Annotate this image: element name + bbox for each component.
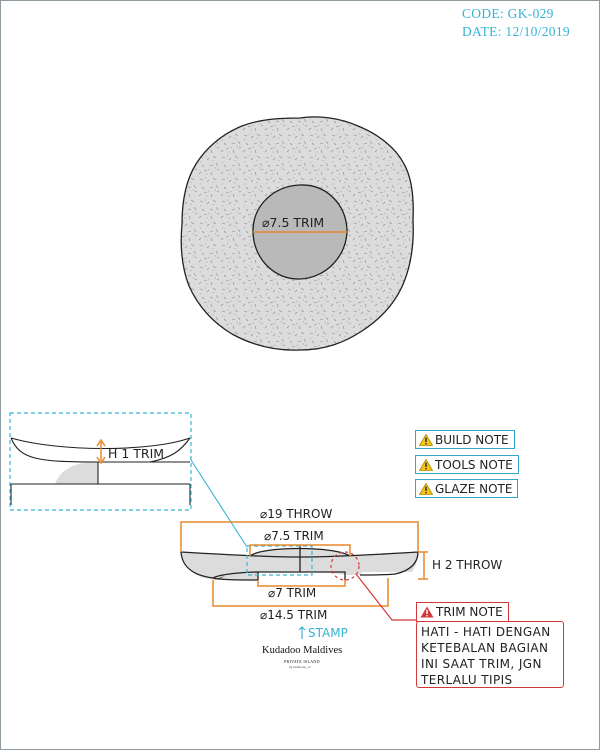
- top-view-diameter-label: ⌀7.5 TRIM: [262, 215, 325, 230]
- height-throw-label: H 2 THROW: [432, 558, 503, 572]
- trim-note-line: HATI - HATI DENGAN: [421, 625, 551, 639]
- trim-note-title: TRIM NOTE: [436, 605, 503, 619]
- section-view: [180, 545, 419, 581]
- throw-diameter-dimension: [180, 521, 419, 552]
- stamp-text: STAMP: [308, 626, 348, 640]
- outer-trim-label: ⌀14.5 TRIM: [260, 608, 328, 622]
- trim-note-box: [416, 621, 564, 688]
- detail-height-label: H 1 TRIM: [108, 446, 165, 461]
- stamp-logo-sub: PRIVATE ISLAND: [284, 659, 320, 664]
- dimension-lines: [180, 521, 428, 607]
- foot-trim-label: ⌀7 TRIM: [268, 586, 317, 600]
- detail-view: [9, 412, 192, 511]
- drawing-date: DATE: 12/10/2019: [462, 24, 570, 39]
- build-note-button[interactable]: BUILD NOTE: [415, 430, 515, 449]
- trim-note-leader-line: [355, 573, 418, 621]
- warning-icon: [419, 433, 433, 446]
- tools-note-label: TOOLS NOTE: [435, 457, 513, 472]
- glaze-note-label: GLAZE NOTE: [435, 481, 513, 496]
- warning-icon: [420, 606, 434, 618]
- glaze-note-button[interactable]: GLAZE NOTE: [415, 479, 519, 498]
- warning-icon: [419, 482, 433, 495]
- arrow-up-icon: [298, 626, 306, 639]
- section-detail-marker: [246, 545, 313, 576]
- top-trim-dimension: [249, 544, 351, 556]
- top-view: [180, 116, 414, 351]
- stamp-label: STAMP: [298, 626, 348, 640]
- trim-note-button[interactable]: TRIM NOTE: [416, 602, 509, 622]
- top-trim-diameter-label: ⌀7.5 TRIM: [264, 529, 324, 543]
- build-note-label: BUILD NOTE: [435, 432, 509, 447]
- detail-leader-line: [190, 459, 248, 548]
- throw-diameter-label: ⌀19 THROW: [260, 507, 333, 521]
- outer-trim-dimension: [212, 578, 389, 607]
- section-trim-note-marker: [330, 551, 360, 581]
- trim-note-line: KETEBALAN BAGIAN: [421, 641, 549, 655]
- warning-icon: [419, 458, 433, 471]
- drawing-code: CODE: GK-029: [462, 6, 554, 21]
- tools-note-button[interactable]: TOOLS NOTE: [415, 455, 519, 474]
- foot-trim-dimension: [257, 580, 346, 587]
- detail-view-frame: [9, 412, 192, 511]
- stamp-logo-name: Kudadoo Maldives: [262, 645, 343, 656]
- height-throw-dimension: [418, 551, 428, 580]
- trim-note-line: INI SAAT TRIM, JGN: [421, 657, 542, 671]
- stamp-logo-small: by rushvvee_co: [289, 665, 312, 669]
- trim-note-text: HATI - HATI DENGAN KETEBALAN BAGIAN INI …: [421, 624, 551, 688]
- trim-note-line: TERLALU TIPIS: [421, 673, 513, 687]
